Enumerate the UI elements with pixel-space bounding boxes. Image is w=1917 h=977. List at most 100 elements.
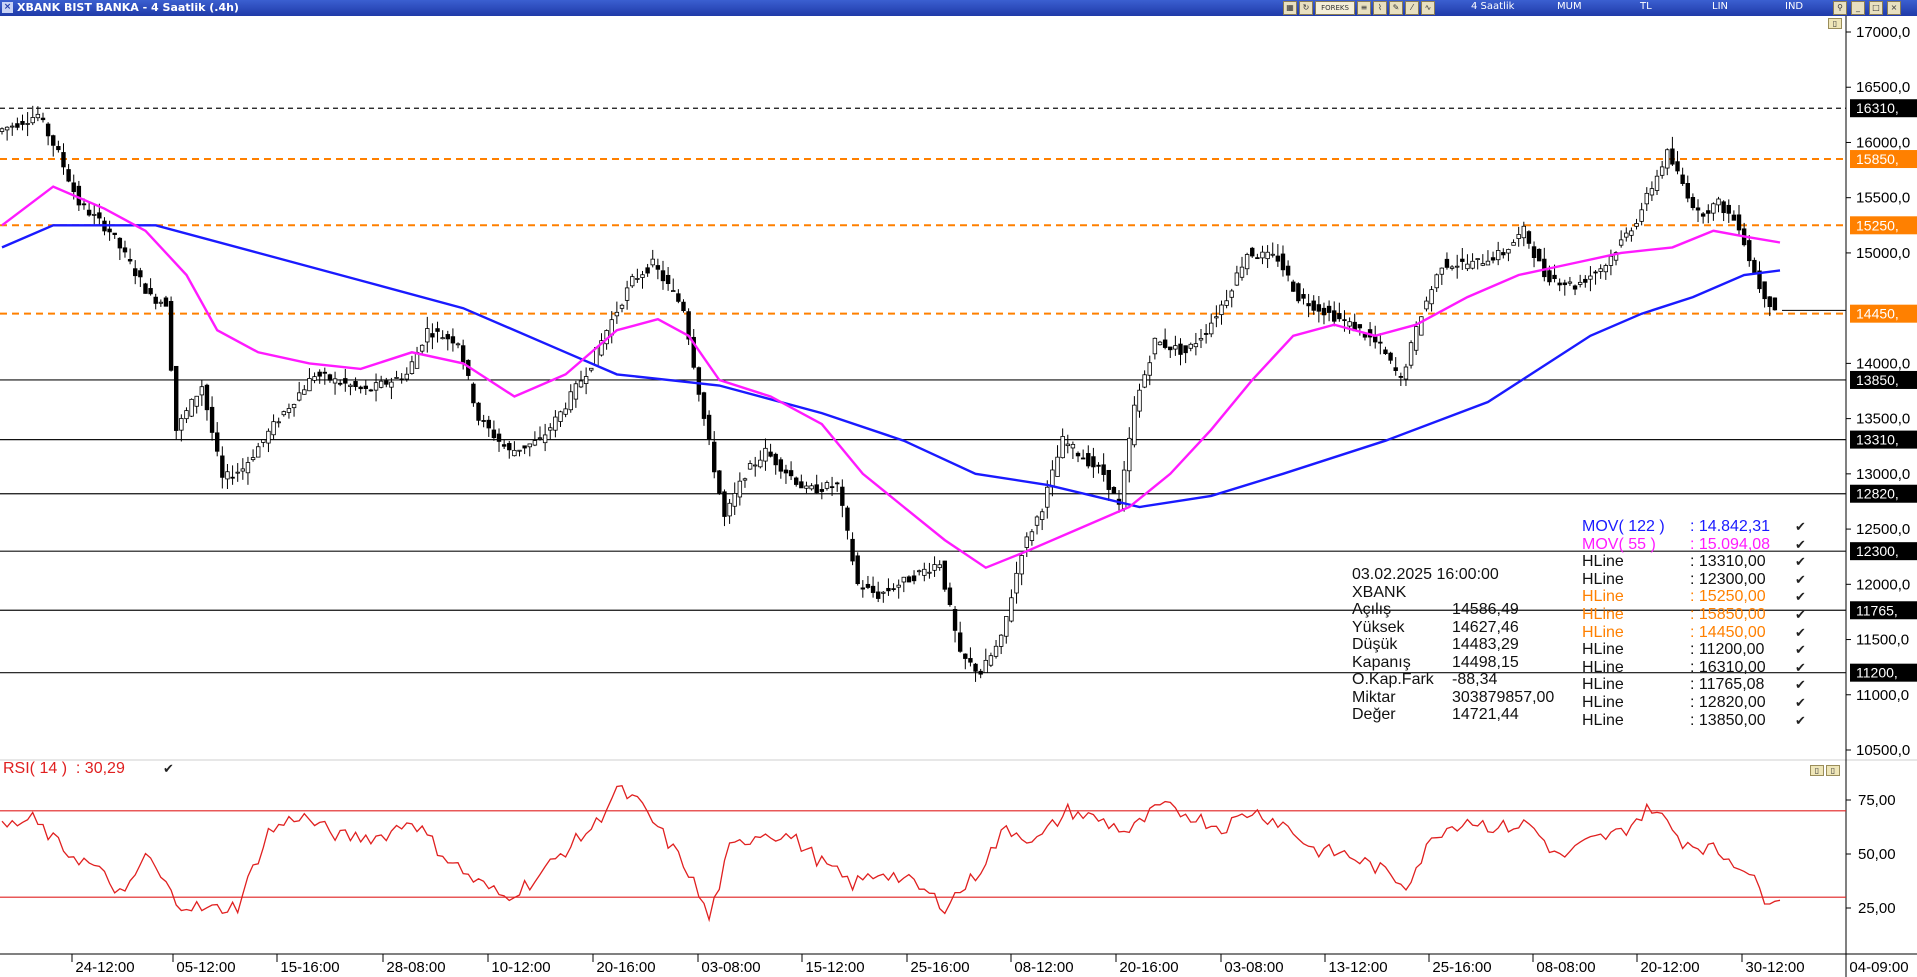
- candle-body: [353, 381, 358, 388]
- checkmark-icon[interactable]: ✔: [1795, 694, 1806, 710]
- candle-body: [261, 439, 266, 443]
- app-icon[interactable]: ×: [2, 2, 13, 13]
- hline-label-8: 11765,: [1856, 602, 1898, 618]
- checkmark-icon[interactable]: ✔: [1795, 624, 1806, 640]
- scale-selector[interactable]: LIN: [1712, 1, 1729, 12]
- minimize-icon[interactable]: _: [1851, 1, 1865, 15]
- maximize-icon[interactable]: □: [1869, 1, 1883, 15]
- scale-toggle-icon[interactable]: ▯: [1828, 18, 1842, 29]
- pin-icon[interactable]: ⚲: [1833, 1, 1847, 15]
- candle-body: [1075, 452, 1081, 457]
- candle-body: [619, 304, 625, 309]
- checkmark-icon[interactable]: ✔: [1795, 606, 1806, 622]
- indicator-row[interactable]: HLine: 15250,00 ✔: [1582, 588, 1812, 606]
- candle-body: [430, 333, 435, 338]
- candle-body: [471, 383, 476, 404]
- candle-body: [1670, 148, 1675, 165]
- candle-body: [881, 591, 886, 594]
- rsi-checkmark-icon[interactable]: ✔: [163, 762, 174, 777]
- candle-body: [1342, 319, 1347, 322]
- time-tick-8: 25-16:00: [910, 959, 969, 976]
- candle-body: [1086, 453, 1091, 467]
- candle-body: [302, 389, 307, 395]
- candle-body: [952, 609, 958, 631]
- indicator-row[interactable]: HLine: 12820,00 ✔: [1582, 694, 1812, 712]
- candle-body: [373, 382, 379, 391]
- indicator-row[interactable]: HLine: 16310,00 ✔: [1582, 659, 1812, 677]
- checkmark-icon[interactable]: ✔: [1795, 589, 1806, 605]
- indicator-name: HLine: [1582, 570, 1624, 588]
- candle-body: [1690, 196, 1696, 209]
- candle-body: [317, 371, 322, 377]
- candle-body: [66, 169, 71, 182]
- checkmark-icon[interactable]: ✔: [1795, 659, 1806, 675]
- rsi-panel-collapse-icon[interactable]: ▯: [1810, 765, 1824, 776]
- bars-icon[interactable]: ≡: [1357, 1, 1371, 15]
- checkmark-icon[interactable]: ✔: [1795, 519, 1806, 534]
- candle-body: [486, 419, 491, 429]
- indicator-name: HLine: [1582, 658, 1624, 676]
- candle-body: [896, 584, 901, 588]
- indicator-row[interactable]: HLine: 15850,00 ✔: [1582, 606, 1812, 624]
- indicator-value: : 15.094,08: [1690, 535, 1771, 553]
- price-tick-6: 13500,0: [1856, 411, 1910, 428]
- candle-body: [1219, 304, 1224, 316]
- chart-area[interactable]: 16310, 15850, 15250, 14450, 13850, 13310, 1282…: [0, 16, 1917, 977]
- indicator-row[interactable]: HLine: 13310,00 ✔: [1582, 553, 1812, 571]
- candle-body: [1449, 266, 1455, 269]
- grid-icon[interactable]: ▦: [1283, 1, 1297, 15]
- wave-icon[interactable]: ∿: [1421, 1, 1435, 15]
- checkmark-icon[interactable]: ✔: [1795, 712, 1806, 728]
- pencil-icon[interactable]: ✎: [1389, 1, 1403, 15]
- candle-body: [1526, 231, 1532, 244]
- checkmark-icon[interactable]: ✔: [1795, 642, 1806, 658]
- candle-body: [56, 146, 61, 151]
- indicator-row[interactable]: MOV( 55 ): 15.094,08 ✔: [1582, 536, 1812, 554]
- candle-body: [573, 383, 579, 400]
- checkmark-icon[interactable]: ✔: [1795, 677, 1806, 693]
- candle-body: [589, 367, 594, 371]
- indicator-row[interactable]: HLine: 12300,00 ✔: [1582, 571, 1812, 589]
- horizontal-lines: 16310, 15850, 15250, 14450, 13850, 13310, 1282…: [0, 16, 1917, 977]
- checkmark-icon[interactable]: ✔: [1795, 536, 1806, 552]
- time-tick-16: 30-12:00: [1745, 959, 1804, 976]
- checkmark-icon[interactable]: ✔: [1795, 554, 1806, 570]
- indicator-row[interactable]: MOV( 122 ): 14.842,31 ✔: [1582, 518, 1812, 536]
- candle-body: [1024, 536, 1029, 548]
- indicator-menu[interactable]: IND: [1785, 1, 1804, 12]
- candle-body: [491, 429, 497, 439]
- indicator-row[interactable]: HLine: 11765,08 ✔: [1582, 676, 1812, 694]
- candle-body: [763, 447, 768, 462]
- candle-body: [1162, 339, 1168, 348]
- indicator-row[interactable]: HLine: 14450,00 ✔: [1582, 624, 1812, 642]
- currency-selector[interactable]: TL: [1640, 1, 1652, 12]
- indicator-row[interactable]: HLine: 13850,00 ✔: [1582, 712, 1812, 730]
- hline-label-bg-7: [1850, 542, 1917, 561]
- candle-body: [517, 449, 522, 452]
- forex-button[interactable]: FOREKS: [1315, 1, 1355, 15]
- candle-body: [794, 477, 799, 485]
- candle-body: [409, 361, 415, 374]
- ma55-line: [1, 185, 1781, 570]
- period-selector[interactable]: 4 Saatlik: [1471, 1, 1515, 12]
- info-row: O.Kap.Fark -88,34: [1352, 671, 1572, 689]
- candle-body: [758, 459, 763, 468]
- candle-body: [553, 416, 558, 431]
- indicator-row[interactable]: HLine: 11200,00 ✔: [1582, 641, 1812, 659]
- candle-body: [676, 293, 681, 302]
- indicator-value: : 13310,00: [1690, 553, 1766, 571]
- rsi-panel-close-icon[interactable]: ▯: [1826, 765, 1840, 776]
- candle-body: [809, 485, 814, 490]
- candle-body: [1634, 223, 1639, 227]
- info-row: Miktar 303879857,00: [1352, 689, 1572, 707]
- close-icon[interactable]: ×: [1887, 1, 1901, 15]
- chart-style-selector[interactable]: MUM: [1557, 1, 1582, 12]
- candle-body: [1495, 250, 1501, 261]
- candle-body: [722, 491, 727, 517]
- refresh-icon[interactable]: ↻: [1299, 1, 1313, 15]
- candle-body: [1060, 436, 1065, 459]
- info-symbol: XBANK: [1352, 583, 1407, 601]
- checkmark-icon[interactable]: ✔: [1795, 571, 1806, 587]
- line-chart-icon[interactable]: ⌇: [1373, 1, 1387, 15]
- drawing-icon[interactable]: ⁄: [1405, 1, 1419, 15]
